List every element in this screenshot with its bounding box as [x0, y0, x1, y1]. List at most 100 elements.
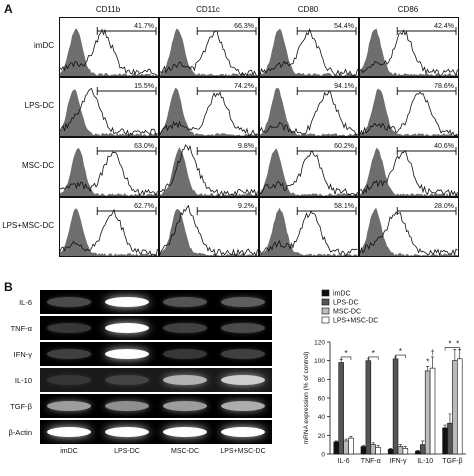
percentage-label: 63.0%: [134, 143, 154, 150]
isotype-histogram: [60, 208, 158, 256]
isotype-histogram: [160, 147, 258, 196]
gel-lane-label: LPS-DC: [114, 448, 140, 455]
gel-band: [162, 297, 208, 307]
x-tick-label: IFN-γ: [389, 458, 407, 465]
data-bar: [397, 446, 404, 455]
gate-marker: [296, 147, 357, 155]
gate-marker: [96, 207, 157, 215]
gate-marker: [196, 147, 257, 155]
isotype-histogram: [360, 147, 458, 196]
gate-marker: [396, 207, 457, 215]
data-bar: [452, 360, 458, 455]
data-bar: [447, 422, 453, 455]
gel-band: [46, 375, 92, 385]
error-bar: [344, 438, 348, 441]
data-bar: [338, 362, 344, 455]
significance-mark: *: [344, 349, 347, 358]
percentage-label: 94.1%: [334, 83, 354, 90]
marker-histogram: [260, 151, 358, 196]
gate-marker: [196, 87, 257, 95]
histogram-cell: 62.7%: [59, 197, 159, 257]
data-bar: [442, 427, 448, 455]
gate-marker: [396, 87, 457, 95]
histogram-cell: 66.3%: [159, 17, 259, 77]
histogram-cell: 63.0%: [59, 137, 159, 197]
gel-lane-row: [40, 342, 272, 366]
y-tick-label: 60: [318, 396, 326, 403]
gel-band: [220, 375, 266, 385]
data-bar: [348, 437, 354, 455]
percentage-label: 54.4%: [334, 23, 354, 30]
gel-band: [104, 323, 150, 333]
histogram-cell: 42.4%: [359, 17, 459, 77]
gel-band: [46, 297, 92, 307]
row-label: MSC-DC: [22, 161, 54, 170]
gel-lane-row: [40, 420, 272, 444]
histogram-cell: 9.2%: [159, 197, 259, 257]
column-header-cd80: CD80: [297, 5, 319, 14]
gate-marker: [396, 147, 457, 155]
gel-lane-row: [40, 316, 272, 340]
gel-band: [162, 375, 208, 385]
error-bar: [339, 359, 343, 363]
error-bar: [371, 442, 375, 445]
error-bar: [398, 444, 402, 447]
legend-label: imDC: [333, 291, 351, 298]
gel-band: [104, 375, 150, 385]
histogram-cell: 74.2%: [159, 77, 259, 137]
gel-band: [104, 427, 150, 437]
isotype-histogram: [260, 148, 358, 196]
isotype-histogram: [60, 148, 158, 196]
gel-lane-row: [40, 290, 272, 314]
data-bar: [392, 358, 399, 455]
y-tick-label: 80: [318, 377, 326, 384]
gel-row-label: TNF-α: [10, 324, 32, 333]
column-header-cd11c: CD11c: [196, 5, 220, 14]
y-axis-label: mRNA expression (% of control): [303, 352, 310, 444]
isotype-histogram: [60, 28, 158, 76]
percentage-label: 9.8%: [238, 143, 254, 150]
percentage-label: 58.1%: [334, 203, 354, 210]
gate-marker: [296, 207, 357, 215]
data-bar: [375, 447, 381, 455]
error-bar: [361, 445, 365, 447]
error-bar: [403, 446, 407, 449]
marker-histogram: [260, 90, 358, 136]
marker-histogram: [160, 144, 258, 196]
isotype-histogram: [160, 209, 258, 256]
data-bar: [333, 441, 340, 455]
marker-histogram: [360, 91, 458, 136]
histogram-cell: 40.6%: [359, 137, 459, 197]
gate-marker: [196, 207, 257, 215]
legend-swatch: [321, 316, 330, 324]
gel-band: [220, 401, 266, 411]
isotype-histogram: [160, 88, 258, 136]
gate-marker: [296, 87, 357, 95]
gel-band: [46, 349, 92, 359]
marker-histogram: [360, 211, 458, 256]
legend-label: MSC-DC: [333, 309, 361, 316]
histogram-cell: 28.0%: [359, 197, 459, 257]
row-label: imDC: [34, 41, 54, 50]
isotype-histogram: [260, 87, 358, 136]
gate-marker: [296, 27, 357, 35]
percentage-label: 15.5%: [134, 83, 154, 90]
isotype-histogram: [260, 207, 358, 256]
isotype-histogram: [60, 89, 158, 136]
error-bar: [431, 356, 435, 369]
error-bar: [458, 349, 462, 359]
gel-band: [162, 349, 208, 359]
marker-histogram: [260, 210, 358, 256]
error-bar: [421, 440, 425, 445]
data-bar: [429, 367, 436, 455]
significance-mark: †: [431, 350, 435, 357]
significance-mark: *: [399, 347, 402, 356]
panel-b-letter: B: [4, 280, 13, 294]
data-bar: [370, 444, 376, 455]
legend-label: LPS-DC: [333, 300, 359, 307]
marker-histogram: [160, 204, 258, 256]
y-tick-label: 20: [318, 433, 326, 440]
percentage-label: 41.7%: [134, 23, 154, 30]
error-bar: [334, 440, 338, 442]
gate-marker: [196, 27, 257, 35]
